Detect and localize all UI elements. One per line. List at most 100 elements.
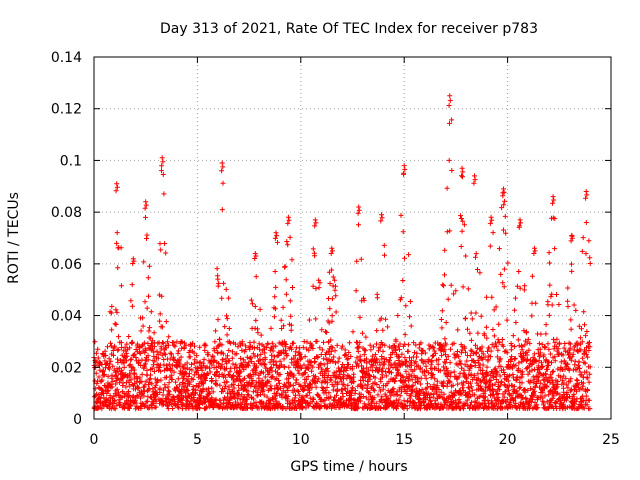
data-point <box>93 370 99 376</box>
data-point <box>261 387 267 393</box>
data-point <box>430 372 436 377</box>
data-point <box>512 355 518 361</box>
data-point <box>577 387 583 393</box>
data-point <box>569 261 574 267</box>
data-point <box>346 350 352 355</box>
data-point <box>501 284 507 290</box>
data-point <box>126 389 131 395</box>
data-point <box>313 384 319 390</box>
data-point <box>273 398 279 404</box>
data-point <box>134 393 140 398</box>
data-point <box>501 266 507 272</box>
data-point <box>506 387 511 393</box>
data-point <box>378 406 384 411</box>
data-point <box>550 194 556 200</box>
data-point <box>145 398 151 404</box>
data-point <box>285 394 291 399</box>
data-point <box>403 303 409 309</box>
data-point <box>282 341 288 347</box>
data-point <box>214 266 220 272</box>
data-point <box>504 350 510 356</box>
data-point <box>281 364 287 370</box>
data-point <box>288 322 294 328</box>
data-point <box>105 344 110 350</box>
data-point <box>237 369 243 375</box>
data-point <box>246 392 252 398</box>
data-point <box>580 380 586 386</box>
data-point <box>351 379 357 385</box>
data-point <box>213 365 219 370</box>
data-point <box>304 339 310 345</box>
data-point <box>250 389 256 395</box>
data-point <box>447 98 453 104</box>
data-point <box>123 350 129 356</box>
data-point <box>245 405 250 411</box>
data-point <box>456 354 462 360</box>
data-point <box>288 313 294 319</box>
data-point <box>516 366 521 372</box>
data-point <box>341 372 347 378</box>
data-point <box>576 359 582 365</box>
data-point <box>532 376 538 382</box>
data-point <box>473 251 479 257</box>
data-point <box>580 355 586 361</box>
data-point <box>565 385 571 391</box>
data-point <box>306 347 312 353</box>
data-point <box>290 285 295 290</box>
data-point <box>272 235 278 241</box>
data-point <box>352 398 358 404</box>
data-point <box>379 394 385 400</box>
data-point <box>407 299 413 304</box>
data-point <box>135 341 141 347</box>
data-point <box>285 242 291 248</box>
data-point <box>346 361 351 367</box>
data-point <box>354 355 360 361</box>
data-point <box>484 294 490 300</box>
data-point <box>356 222 361 228</box>
data-point <box>531 388 537 394</box>
data-point <box>222 324 228 330</box>
data-point <box>358 256 364 262</box>
data-point <box>462 362 468 368</box>
data-point <box>187 371 192 377</box>
data-point <box>115 265 121 271</box>
data-point <box>231 385 237 391</box>
data-point <box>94 391 100 397</box>
data-point <box>405 342 411 348</box>
data-point <box>439 352 445 358</box>
data-point <box>463 400 469 406</box>
data-point <box>148 309 154 315</box>
data-point <box>114 230 120 236</box>
data-point <box>526 363 532 369</box>
data-point <box>584 402 590 408</box>
data-point <box>291 355 297 361</box>
data-point <box>324 385 330 390</box>
data-point <box>511 362 517 368</box>
data-point <box>419 351 425 357</box>
data-point <box>112 345 118 351</box>
data-point <box>288 370 294 376</box>
data-point <box>143 378 149 384</box>
data-point <box>334 386 340 392</box>
data-point <box>274 362 280 368</box>
data-point <box>395 353 401 359</box>
data-point <box>567 350 573 356</box>
data-point <box>140 315 146 321</box>
data-point <box>145 357 151 363</box>
data-point <box>441 379 447 385</box>
data-point <box>568 326 574 332</box>
data-point <box>455 381 461 387</box>
data-point <box>296 392 302 398</box>
data-point <box>225 353 230 359</box>
data-point <box>392 360 398 366</box>
data-point <box>95 346 101 352</box>
data-point <box>242 359 248 365</box>
data-point <box>300 344 306 350</box>
data-point <box>256 341 262 347</box>
data-point <box>436 356 442 362</box>
data-point <box>497 373 503 379</box>
data-point <box>505 260 511 266</box>
data-point <box>330 359 336 364</box>
data-point <box>99 377 105 383</box>
data-point <box>244 402 250 408</box>
